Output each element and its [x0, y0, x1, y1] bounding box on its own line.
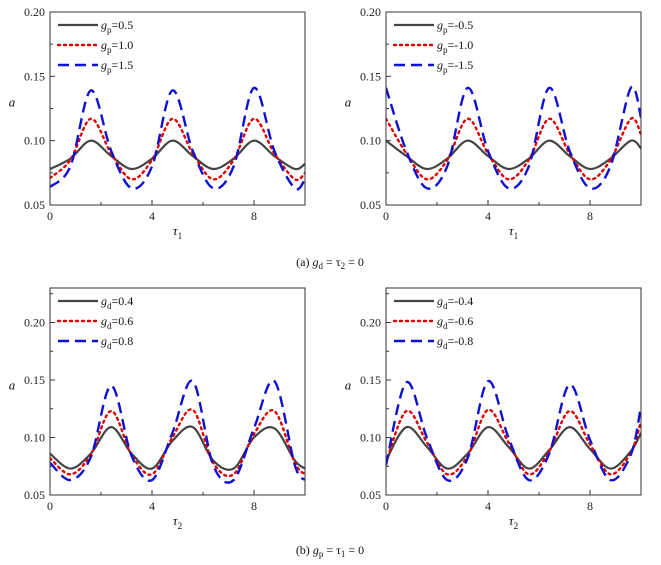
- y-axis-label: a: [345, 95, 352, 110]
- series-line-2: [50, 117, 305, 182]
- x-tick-label: 8: [251, 499, 257, 513]
- x-tick-label: 0: [47, 499, 53, 513]
- legend-entry-2: gp=1.0: [101, 38, 133, 55]
- chart-panel-a-left: 0.05 0.10 0.15 0.20 0 4 8 a τ1 gp=0.5 gp=1.0 gp=1.5: [9, 5, 306, 241]
- series-line-3: [50, 86, 305, 191]
- legend-entry-3: gp=1.5: [101, 58, 133, 75]
- x-tick-label: 4: [485, 209, 491, 223]
- x-axis-label: τ1: [173, 223, 182, 241]
- legend: gd=-0.4 gd=-0.6 gd=-0.8: [392, 294, 473, 351]
- x-tick-label: 8: [587, 499, 593, 513]
- legend-entry-1: gp=0.5: [101, 18, 133, 35]
- series-line-1: [386, 425, 641, 470]
- x-tick-label: 0: [47, 209, 53, 223]
- legend-entry-2: gp=-1.0: [437, 38, 473, 55]
- caption-b: (b) gp = τ1 = 0: [296, 543, 364, 559]
- legend: gd=0.4 gd=0.6 gd=0.8: [56, 294, 133, 351]
- y-axis-label: a: [345, 378, 352, 393]
- y-tick-label: 0.15: [24, 69, 45, 83]
- y-tick-label: 0.05: [24, 198, 45, 212]
- plot-frame: [385, 11, 642, 206]
- legend-entry-1: gd=-0.4: [437, 294, 473, 311]
- legend-entry-2: gd=-0.6: [437, 314, 473, 331]
- y-tick-label: 0.10: [24, 134, 45, 148]
- x-axis-label: τ2: [509, 513, 518, 531]
- chart-panel-a-right: 0.050.100.150.200 4 8aτ1gp=-0.5gp=-1.0gp=-…: [345, 5, 642, 241]
- series-line-1: [386, 139, 641, 171]
- y-tick-label: 0.05: [360, 198, 381, 212]
- plot-frame: [49, 287, 306, 496]
- y-tick-label: 0.20: [360, 5, 381, 19]
- x-tick-label: 8: [587, 209, 593, 223]
- chart-panel-b-right: 0.050.100.150.200 4 8aτ2gd=-0.4gd=-0.6gd=-…: [345, 287, 642, 531]
- legend-entry-2: gd=0.6: [101, 314, 133, 331]
- y-tick-label: 0.20: [24, 316, 45, 330]
- series-line-3: [386, 85, 641, 190]
- panels: 0.05 0.10 0.15 0.20 0 4 8 a τ1 gp=0.5 gp=1.0 gp=1.5…: [9, 5, 642, 531]
- y-tick-label: 0.10: [360, 431, 381, 445]
- y-tick-label: 0.05: [360, 488, 381, 502]
- y-axis-label: a: [9, 95, 16, 110]
- x-tick-label: 4: [149, 499, 155, 513]
- x-tick-label: 4: [149, 209, 155, 223]
- legend: gp=0.5 gp=1.0 gp=1.5: [56, 18, 133, 75]
- x-axis-label: τ2: [173, 513, 182, 531]
- series-line-2: [50, 408, 305, 478]
- chart-panel-b-left: 0.05 0.10 0.15 0.20 0 4 8 a τ2 gd=0.4 gd=0.6 gd=0.8: [9, 287, 306, 531]
- plot-frame: [49, 11, 306, 206]
- x-tick-label: 4: [485, 499, 491, 513]
- plot-frame: [385, 287, 642, 496]
- y-tick-label: 0.20: [24, 5, 45, 19]
- caption-a: (a) gd = τ2 = 0: [296, 255, 364, 271]
- legend-entry-3: gp=-1.5: [437, 58, 473, 75]
- legend-entry-3: gd=0.8: [101, 334, 133, 351]
- y-tick-label: 0.05: [24, 488, 45, 502]
- legend-entry-1: gd=0.4: [101, 294, 133, 311]
- x-tick-label: 8: [251, 209, 257, 223]
- legend-entry-1: gp=-0.5: [437, 18, 473, 35]
- y-tick-label: 0.15: [360, 69, 381, 83]
- x-tick-label: 0: [383, 499, 389, 513]
- y-tick-label: 0.10: [360, 134, 381, 148]
- series-line-1: [50, 139, 305, 171]
- x-axis-label: τ1: [509, 223, 518, 241]
- legend: gp=-0.5 gp=-1.0 gp=-1.5: [392, 18, 473, 75]
- y-tick-label: 0.20: [360, 316, 381, 330]
- y-axis-label: a: [9, 378, 16, 393]
- y-tick-label: 0.15: [360, 373, 381, 387]
- y-tick-label: 0.10: [24, 431, 45, 445]
- y-tick-label: 0.15: [24, 373, 45, 387]
- series-line-3: [386, 379, 641, 482]
- series-line-3: [50, 379, 305, 484]
- x-tick-label: 0: [383, 209, 389, 223]
- legend-entry-3: gd=-0.8: [437, 334, 473, 351]
- series-line-2: [386, 116, 641, 181]
